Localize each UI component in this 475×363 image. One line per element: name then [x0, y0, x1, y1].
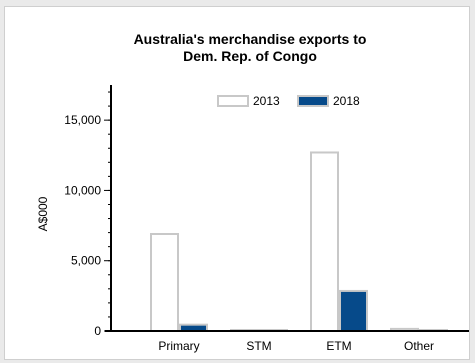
y-axis-label: A$000 [36, 196, 50, 231]
y-tick-label: 0 [94, 324, 101, 338]
legend-label-2013: 2013 [253, 94, 280, 108]
chart-title-line-1: Australia's merchandise exports to [134, 31, 367, 47]
legend: 2013 2018 [217, 94, 360, 108]
y-tick-label: 10,000 [64, 183, 101, 197]
chart-title-line-2: Dem. Rep. of Congo [183, 48, 317, 64]
y-axis-ticks: 0 5,000 10,000 15,000 [64, 91, 111, 338]
legend-swatch-2013 [217, 95, 249, 107]
x-tick-label: STM [246, 339, 271, 353]
bar-2013-ETM [310, 151, 339, 332]
legend-swatch-2018 [297, 95, 329, 107]
x-axis-ticks: Primary STM ETM Other [158, 339, 434, 353]
bar-2018-ETM [339, 289, 368, 332]
x-tick-label: Other [404, 339, 434, 353]
y-tick-label: 5,000 [71, 254, 101, 268]
x-tick-label: Primary [158, 339, 199, 353]
legend-label-2018: 2018 [333, 94, 360, 108]
bars [150, 151, 448, 332]
bar-2013-Primary [150, 233, 179, 332]
chart-svg: Australia's merchandise exports to Dem. … [36, 31, 469, 353]
y-tick-label: 15,000 [64, 113, 101, 127]
chart-frame: Australia's merchandise exports to Dem. … [4, 6, 470, 360]
x-tick-label: ETM [326, 339, 351, 353]
